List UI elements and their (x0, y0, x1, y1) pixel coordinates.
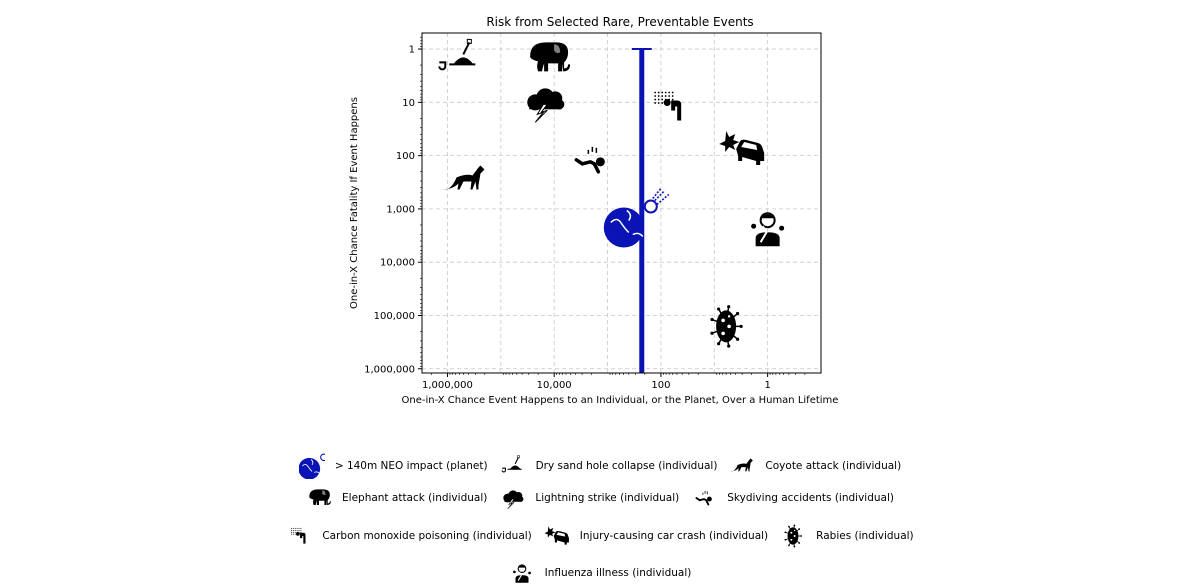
legend-item: > 140m NEO impact (planet) (298, 453, 488, 479)
virus-icon (710, 305, 743, 348)
elephant-icon (309, 489, 331, 506)
ticks: 1,000,000 10,000 100 1 1 10 100 1,000 10,000 100,… (364, 36, 806, 391)
x-tick-label: 100 (651, 380, 670, 391)
y-tick-label: 100 (396, 151, 415, 162)
y-tick-label: 100,000 (374, 311, 415, 322)
grid (422, 33, 821, 373)
legend-item: Coyote attack (individual) (729, 453, 901, 479)
legend-label: Elephant attack (individual) (342, 492, 488, 504)
x-axis-label: One-in-X Chance Event Happens to an Indi… (402, 395, 839, 406)
carbon-monoxide-icon (654, 91, 682, 121)
skydiver-icon (695, 490, 713, 506)
chart-title: Risk from Selected Rare, Preventable Eve… (486, 15, 753, 29)
skydiver-icon (574, 146, 605, 174)
plot-svg: Risk from Selected Rare, Preventable Eve… (349, 15, 839, 406)
legend-label: Influenza illness (individual) (544, 567, 692, 579)
data-marks (438, 38, 785, 373)
y-tick-label: 10 (402, 98, 415, 109)
legend-label: Skydiving accidents (individual) (727, 492, 894, 504)
legend-item: Rabies (individual) (780, 523, 914, 549)
lightning-icon (503, 490, 524, 510)
plot-frame (421, 32, 822, 374)
influenza-icon (751, 212, 785, 247)
legend-item: Injury-causing car crash (individual) (544, 523, 768, 549)
legend-row: Carbon monoxide poisoning (individual) In… (0, 523, 1200, 549)
y-axis-label: One-in-X Chance Fatality If Event Happen… (349, 97, 360, 309)
earth-meteor-icon (603, 188, 670, 248)
legend-item: Lightning strike (individual) (499, 485, 679, 511)
legend-label: Coyote attack (individual) (765, 460, 902, 472)
y-tick-label: 1,000 (386, 204, 415, 215)
legend-row: Elephant attack (individual) Lightning st… (0, 485, 1200, 511)
legend-item: Dry sand hole collapse (individual) (500, 453, 718, 479)
sand-hole-icon (501, 455, 522, 473)
x-tick-label: 10,000 (537, 380, 572, 391)
x-tick-label: 1 (764, 380, 770, 391)
legend-item: Skydiving accidents (individual) (691, 485, 894, 511)
car-crash-icon (544, 526, 569, 545)
elephant-icon (530, 42, 571, 72)
car-crash-icon (719, 130, 765, 165)
influenza-icon (512, 564, 531, 583)
y-tick-label: 10,000 (380, 258, 415, 269)
coyote-icon (730, 458, 754, 472)
legend-label: Dry sand hole collapse (individual) (535, 460, 718, 472)
legend-label: > 140m NEO impact (planet) (334, 460, 488, 472)
legend-item: Carbon monoxide poisoning (individual) (286, 523, 532, 549)
legend-row: > 140m NEO impact (planet) Dry sand hole … (0, 453, 1200, 479)
coyote-icon (442, 165, 485, 190)
legend-label: Injury-causing car crash (individual) (579, 530, 769, 542)
y-tick-label: 1 (409, 45, 415, 56)
legend-label: Carbon monoxide poisoning (individual) (322, 530, 532, 542)
lightning-icon (527, 88, 565, 123)
sand-hole-icon (438, 38, 476, 71)
legend-label: Lightning strike (individual) (535, 492, 680, 504)
legend-item: Elephant attack (individual) (306, 485, 487, 511)
carbon-monoxide-icon (291, 527, 306, 544)
earth-meteor-icon (298, 453, 325, 479)
y-tick-label: 1,000,000 (364, 364, 415, 375)
legend-item: Influenza illness (individual) (509, 560, 692, 586)
legend-row: Influenza illness (individual) (0, 560, 1200, 586)
x-tick-label: 1,000,000 (422, 380, 473, 391)
virus-icon (784, 524, 803, 548)
legend-label: Rabies (individual) (816, 530, 914, 542)
